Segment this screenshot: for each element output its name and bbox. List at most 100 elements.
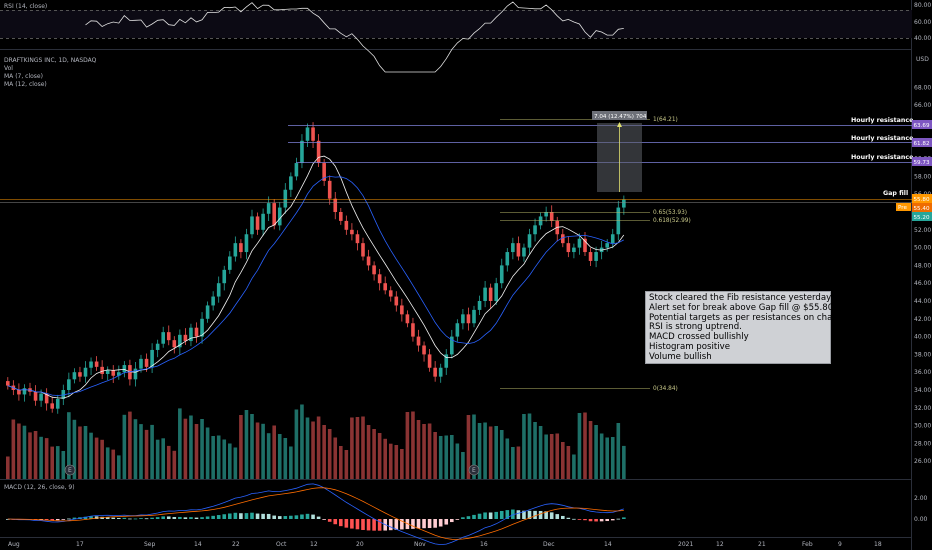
price-axis-label: 46.00 [914,280,931,287]
macd-histogram-bar [461,517,465,519]
candle-body [316,140,321,164]
volume-bar [239,415,243,479]
price-axis-label: 36.00 [914,369,931,376]
earnings-marker[interactable] [64,464,76,476]
volume-bar [300,404,304,479]
volume-bar [438,436,443,479]
candle-body [244,234,249,253]
ma7-legend[interactable]: MA (7, close) [4,73,43,80]
macd-legend[interactable]: MACD (12, 26, close, 9) [4,484,75,491]
volume-bar [588,421,593,479]
macd-histogram-bar [511,509,515,519]
macd-histogram-bar [488,512,493,519]
macd-histogram-bar [422,519,426,529]
volume-bar [522,414,526,479]
macd-histogram-bar [67,518,71,520]
candle-body [561,234,565,244]
volume-bar [100,439,104,479]
rsi-legend[interactable]: RSI (14, close) [4,3,47,10]
macd-histogram-bar [327,519,332,522]
date-axis-label: 14 [194,541,202,548]
ma12-legend[interactable]: MA (12, close) [4,81,47,88]
macd-histogram-bar [372,519,376,531]
symbol-legend[interactable]: DRAFTKINGS INC, 1D, NASDAQ [4,57,97,64]
volume-bar [488,426,493,479]
macd-histogram-bar [233,512,238,519]
price-axis: 68.0066.0064.0062.0060.0058.0056.0054.00… [914,84,931,465]
macd-histogram-bar [499,510,504,519]
candle-body [67,379,71,390]
candle-body [605,243,609,248]
price-axis-label: 48.00 [914,262,931,269]
rsi-series [85,1,624,73]
candle-body [466,314,471,324]
analysis-note[interactable]: Stock cleared the Fib resistance yesterd… [645,291,842,364]
candle-body [277,207,282,226]
candle-body [572,247,576,253]
vol-legend[interactable]: Vol [4,65,13,72]
volume-bar [94,437,99,479]
volume-bar [161,438,165,479]
volume-bar [561,442,565,479]
candle-body [117,372,121,376]
volume-bar [516,446,521,479]
candle-body [588,252,593,261]
earnings-marker[interactable] [468,464,480,476]
macd-histogram-bar [166,516,171,519]
macd-histogram-bar [117,517,121,519]
macd-histogram-bar [44,519,49,521]
candle-body [577,238,582,248]
macd-histogram-bar [83,516,88,519]
macd-histogram-bar [622,517,626,519]
note-line: Histogram positive [649,341,731,352]
macd-histogram-bar [183,517,188,519]
volume-bar [33,431,38,479]
candle-body [144,358,149,367]
volume-bar [255,422,260,479]
candle-body [139,358,143,369]
date-axis-label: 17 [76,541,84,548]
fib-label-0: 0(34.84) [653,386,678,392]
volume-bar [499,430,504,479]
price-axis-label: 50.00 [914,245,931,252]
candle-body [283,189,288,208]
date-axis-label: 20 [356,541,364,548]
candle-body [183,334,188,342]
macd-histogram-bar [139,518,143,519]
volume-bar [511,447,515,479]
macd-histogram-bar [411,519,415,529]
candle-body [72,372,77,380]
macd-histogram-bar [255,513,260,519]
volume-bar [55,446,60,479]
macd-histogram-bar [261,513,265,519]
candle-body [383,283,387,291]
macd-histogram-bar [216,515,221,519]
macd-histogram-bar [599,519,604,522]
candle-body [355,234,360,244]
price-tag-gap-text: 55.80 [914,197,930,203]
volume-bar [344,450,349,479]
candle-body [205,305,210,319]
candle-body [61,390,66,399]
volume-bar [583,412,587,479]
price-tag-r2 [912,138,932,147]
macd-histogram-bar [616,518,621,520]
macd-histogram-bar [577,519,582,520]
candle-body [538,216,543,226]
candle-body [327,180,332,199]
date-axis-label: Feb [802,541,813,548]
macd-histogram-bar [111,517,116,519]
volume-bar [538,426,543,479]
candle-body [394,296,399,306]
volume-bar [394,445,399,479]
macd-histogram-bar [272,515,276,519]
candle-body [100,366,104,374]
candle-body [294,163,299,177]
volume-bar [211,436,215,479]
candle-body [549,212,554,221]
macd-histogram-bar [266,513,271,519]
macd-histogram-bar [94,516,99,519]
resistance-label-1: Hourly resistance [851,117,913,124]
price-tag-r3-text: 59.73 [914,160,930,166]
